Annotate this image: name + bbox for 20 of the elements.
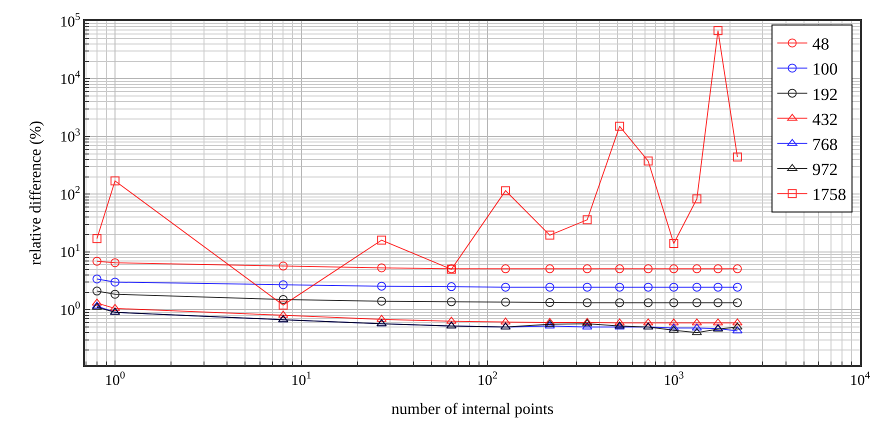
y-tick-label: 10$^{0}$: [60, 300, 80, 319]
legend-label: 432: [812, 110, 838, 129]
legend-label: 1758: [812, 185, 846, 204]
legend-label: 768: [812, 135, 838, 154]
legend-label: 972: [812, 160, 838, 180]
y-tick-label: 10$^{4}$: [60, 70, 81, 88]
x-tick-label: 10$^{4}$: [850, 370, 871, 389]
legend-label: 192: [812, 84, 838, 104]
x-axis-title: number of internal points: [391, 400, 554, 418]
x-tick-label: 10$^{1}$: [291, 370, 312, 389]
legend-label: 100: [812, 60, 838, 79]
legend-label: 48: [812, 34, 830, 54]
x-tick-label: 10$^{2}$: [477, 370, 498, 389]
x-tick-label: 10$^{0}$: [104, 370, 126, 389]
y-axis-title: relative difference (%): [27, 120, 44, 266]
x-tick-label: 10$^{3}$: [664, 370, 684, 389]
y-tick-label: 10$^{1}$: [60, 242, 80, 262]
y-tick-label: 10$^{5}$: [60, 12, 80, 30]
y-tick-label: 10$^{3}$: [60, 127, 80, 146]
y-tick-label: 10$^{2}$: [60, 185, 80, 204]
